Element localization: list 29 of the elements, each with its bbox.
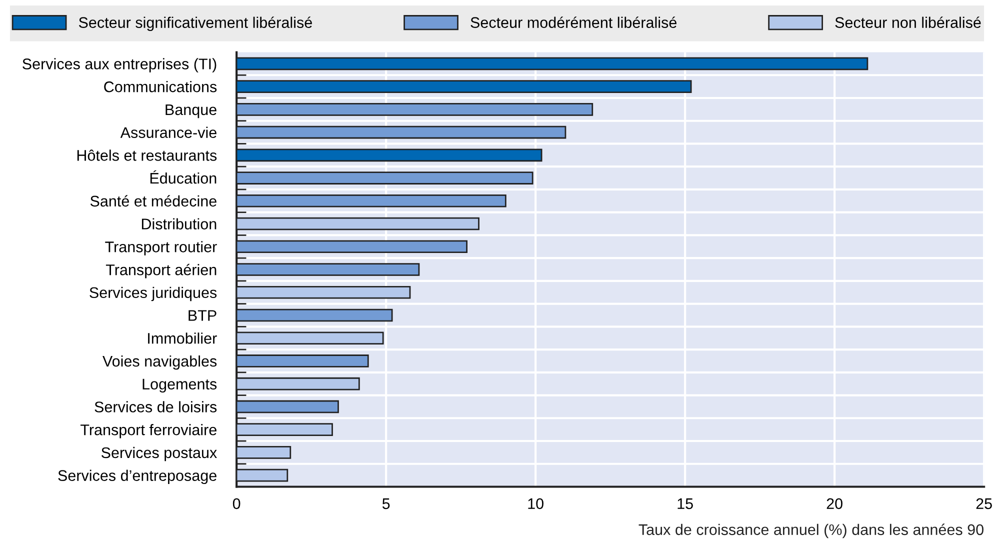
y-tick-label: Hôtels et restaurants bbox=[77, 150, 217, 161]
y-tick-label: Transport aérien bbox=[106, 264, 216, 278]
x-tick-label: 20 bbox=[826, 498, 842, 510]
x-tick-label: 10 bbox=[528, 498, 544, 510]
y-tick-label: Éducation bbox=[150, 170, 216, 184]
y-tick-label: Voies navigables bbox=[102, 355, 217, 370]
legend-label: Secteur non libéralisé bbox=[835, 16, 981, 28]
y-tick-label: Services aux entreprises (TI) bbox=[22, 58, 216, 72]
y-tick-label: Communications bbox=[104, 81, 217, 92]
x-tick-label: 25 bbox=[976, 498, 992, 510]
x-axis-title: Taux de croissance annuel (%) dans les années 90 bbox=[638, 524, 984, 538]
x-tick-label: 5 bbox=[382, 498, 390, 510]
x-tick-label: 15 bbox=[678, 498, 693, 510]
y-tick-label: Banque bbox=[166, 104, 216, 118]
y-tick-label: Assurance-vie bbox=[120, 126, 216, 138]
y-tick-label: Services de loisirs bbox=[94, 401, 217, 412]
y-tick-label: Logements bbox=[142, 378, 217, 393]
y-tick-label: Santé et médecine bbox=[90, 195, 216, 207]
y-tick-label: Services juridiques bbox=[90, 286, 217, 302]
x-tick-label: 0 bbox=[232, 498, 240, 510]
y-tick-label: Services d’entreposage bbox=[58, 470, 216, 484]
y-tick-label: Distribution bbox=[142, 218, 216, 230]
y-tick-label: Immobilier bbox=[148, 332, 217, 344]
y-tick-label: BTP bbox=[188, 310, 216, 321]
y-tick-label: Services postaux bbox=[101, 446, 217, 462]
y-tick-label: Transport ferroviaire bbox=[80, 424, 216, 438]
legend-label: Secteur significativement libéralisé bbox=[78, 16, 312, 31]
y-tick-label: Transport routier bbox=[105, 241, 217, 256]
legend-label: Secteur modérément libéralisé bbox=[470, 16, 676, 28]
